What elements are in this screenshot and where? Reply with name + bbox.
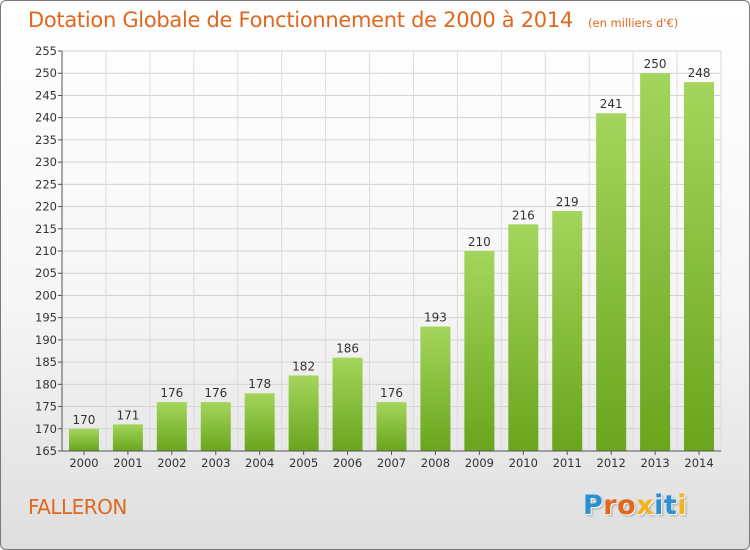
y-tick-label: 170 xyxy=(35,422,57,436)
logo-letter: x xyxy=(636,490,655,521)
x-tick-label: 2005 xyxy=(289,456,318,470)
y-axis: 165 170 175 180 185 190 195 200 205 210 215 220 225 2… xyxy=(35,44,63,458)
x-tick-label: 2008 xyxy=(421,456,450,470)
x-tick-label: 2014 xyxy=(684,456,713,470)
chart-title: Dotation Globale de Fonctionnement de 20… xyxy=(28,8,573,32)
y-tick-label: 190 xyxy=(35,333,57,347)
bar[interactable] xyxy=(68,428,99,451)
y-tick-label: 230 xyxy=(35,155,57,169)
bar-value-label: 193 xyxy=(424,311,447,325)
x-tick-label: 2010 xyxy=(509,456,538,470)
bar-value-label: 176 xyxy=(204,386,227,400)
logo-letter: r xyxy=(603,490,618,521)
bar-value-label: 219 xyxy=(556,195,579,209)
y-tick-label: 235 xyxy=(35,133,57,147)
bar-value-label: 250 xyxy=(644,57,667,71)
y-tick-label: 240 xyxy=(35,111,57,125)
y-tick-label: 245 xyxy=(35,88,57,102)
y-tick-label: 195 xyxy=(35,311,57,325)
logo-letter: o xyxy=(617,490,637,521)
y-tick-label: 255 xyxy=(35,44,57,58)
y-tick-label: 175 xyxy=(35,400,57,414)
x-tick-label: 2013 xyxy=(640,456,669,470)
x-tick-label: 2001 xyxy=(113,456,142,470)
x-tick-label: 2007 xyxy=(377,456,406,470)
y-tick-label: 225 xyxy=(35,177,57,191)
bar[interactable] xyxy=(332,357,363,451)
x-tick-label: 2009 xyxy=(465,456,494,470)
y-tick-label: 165 xyxy=(35,444,57,458)
bar[interactable] xyxy=(112,424,143,451)
y-tick-label: 185 xyxy=(35,355,57,369)
x-tick-label: 2000 xyxy=(69,456,98,470)
x-tick-label: 2011 xyxy=(553,456,582,470)
bar-value-label: 176 xyxy=(160,386,183,400)
bar-value-label: 171 xyxy=(116,408,139,422)
bar[interactable] xyxy=(288,375,319,451)
bar[interactable] xyxy=(244,393,275,451)
y-tick-label: 210 xyxy=(35,244,57,258)
y-tick-label: 200 xyxy=(35,288,57,302)
bar[interactable] xyxy=(508,224,539,451)
bar-value-label: 170 xyxy=(73,413,96,427)
bar[interactable] xyxy=(156,402,187,451)
bar-value-label: 216 xyxy=(512,208,535,222)
bar[interactable] xyxy=(552,211,583,451)
commune-name: FALLERON xyxy=(28,495,127,519)
logo-letter: t xyxy=(663,490,678,521)
y-tick-label: 215 xyxy=(35,222,57,236)
x-axis: 2000 2001 2002 2003 2004 2005 2006 2007 2008 2009… xyxy=(62,450,721,470)
bar-value-label: 176 xyxy=(380,386,403,400)
logo-letter: P xyxy=(583,490,604,521)
bar-value-label: 248 xyxy=(688,66,711,80)
bar-value-label: 241 xyxy=(600,97,623,111)
bar[interactable] xyxy=(420,326,451,451)
bar-value-label: 182 xyxy=(292,359,315,373)
bar-value-label: 178 xyxy=(248,377,271,391)
x-tick-label: 2004 xyxy=(245,456,274,470)
bar[interactable] xyxy=(464,251,495,451)
x-tick-label: 2006 xyxy=(333,456,362,470)
bar[interactable] xyxy=(596,113,627,451)
proxiti-logo[interactable]: Proxiti xyxy=(583,490,687,521)
bar[interactable] xyxy=(200,402,231,451)
logo-letter: i xyxy=(677,490,688,521)
bar-value-label: 186 xyxy=(336,342,359,356)
bar-value-label: 210 xyxy=(468,235,491,249)
chart-unit: (en milliers d'€) xyxy=(588,16,679,30)
y-tick-label: 205 xyxy=(35,266,57,280)
x-tick-label: 2003 xyxy=(201,456,230,470)
x-tick-label: 2012 xyxy=(597,456,626,470)
y-tick-label: 180 xyxy=(35,377,57,391)
y-tick-label: 250 xyxy=(35,66,57,80)
bar[interactable] xyxy=(376,402,407,451)
bar[interactable] xyxy=(684,82,715,451)
logo-letter: i xyxy=(654,490,664,521)
y-tick-label: 220 xyxy=(35,200,57,214)
title-row: Dotation Globale de Fonctionnement de 20… xyxy=(28,8,678,32)
bar[interactable] xyxy=(640,73,671,451)
bars: 170 171 176 176 178 182 186 176 193 210 216 219 241 2… xyxy=(68,57,715,451)
x-tick-label: 2002 xyxy=(157,456,186,470)
